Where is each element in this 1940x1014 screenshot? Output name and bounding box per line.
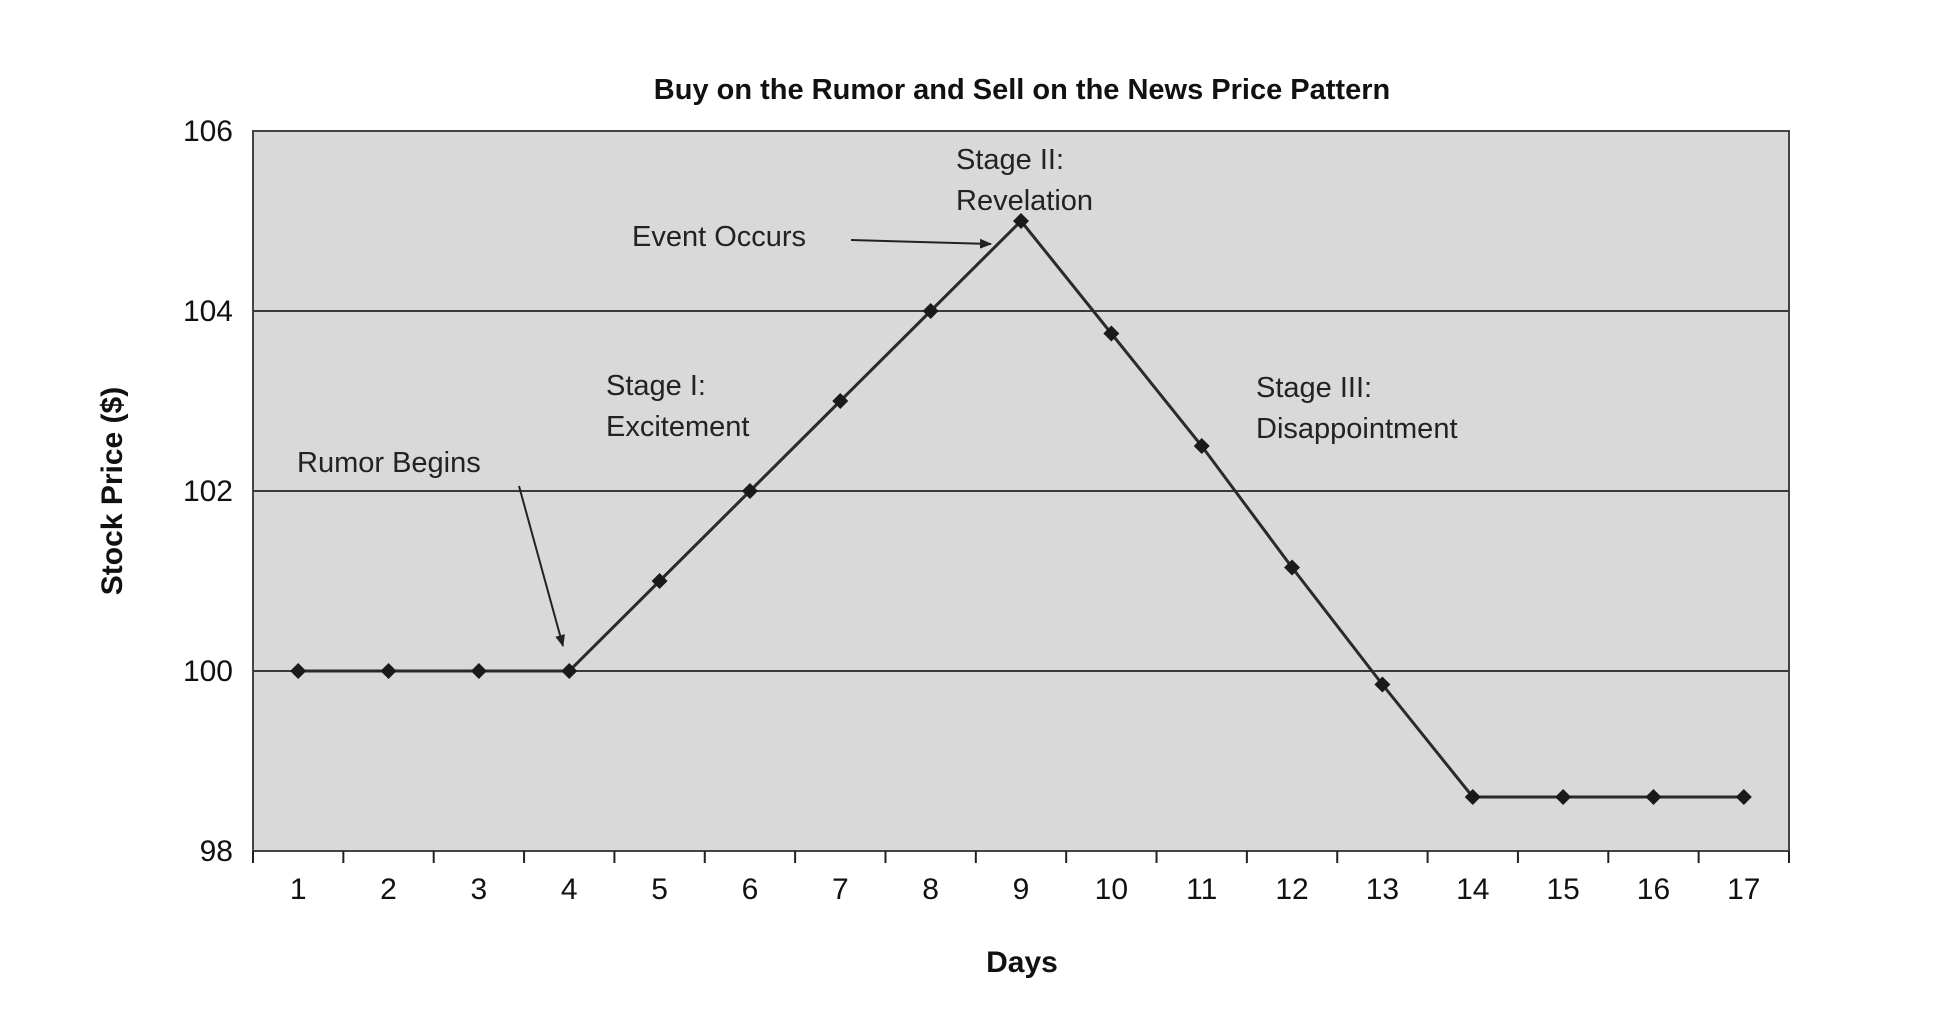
annotation-rumor: Rumor Begins <box>297 447 481 479</box>
y-tick-label: 98 <box>200 835 233 868</box>
data-point-day-2 <box>380 663 397 679</box>
data-point-day-9 <box>1013 213 1029 229</box>
x-tick-label: 3 <box>471 873 488 906</box>
data-point-day-12 <box>1284 559 1301 576</box>
x-tick-label: 4 <box>561 873 578 906</box>
annotation-stage3: Stage III: Disappointment <box>1256 372 1458 445</box>
data-point-day-1 <box>290 663 307 679</box>
data-point-day-4 <box>561 663 578 679</box>
arrow-rumor-begins <box>518 485 565 647</box>
y-tick-label: 102 <box>183 475 233 508</box>
annotation-stage1: Stage I: Excitement <box>606 370 749 443</box>
x-axis-title: Days <box>986 946 1058 979</box>
x-tick-label: 17 <box>1727 873 1760 906</box>
x-tick-label: 14 <box>1456 873 1489 906</box>
chart-title: Buy on the Rumor and Sell on the News Pr… <box>654 74 1390 106</box>
data-point-day-6 <box>741 483 758 499</box>
x-tick-label: 16 <box>1637 873 1670 906</box>
x-tick-label: 11 <box>1186 873 1217 906</box>
x-tick-label: 6 <box>742 873 759 906</box>
data-point-day-3 <box>470 663 487 679</box>
data-point-day-14 <box>1464 789 1481 805</box>
x-tick-label: 8 <box>922 873 939 906</box>
data-point-day-11 <box>1193 438 1210 454</box>
x-tick-label: 2 <box>380 873 397 906</box>
annotation-event: Event Occurs <box>632 221 806 253</box>
y-tick-label: 100 <box>183 655 233 688</box>
y-axis-title: Stock Price ($) <box>96 387 129 595</box>
data-point-day-5 <box>651 573 668 589</box>
x-tick-label: 15 <box>1546 873 1579 906</box>
x-axis: 1 2 3 4 5 6 7 8 9 10 11 12 13 14 15 16 17 <box>252 851 1790 906</box>
data-point-day-10 <box>1103 325 1120 342</box>
data-point-day-8 <box>922 303 939 319</box>
annotation-stage2: Stage II: Revelation <box>956 144 1093 217</box>
x-tick-label: 13 <box>1366 873 1399 906</box>
x-tick-label: 9 <box>1013 873 1030 906</box>
annotations: Rumor Begins Stage I: Excitement Event Occu… <box>297 144 1458 647</box>
y-tick-label: 106 <box>183 115 233 148</box>
x-tick-label: 5 <box>651 873 668 906</box>
series-line <box>290 213 1752 805</box>
data-point-day-17 <box>1735 789 1752 805</box>
data-point-day-16 <box>1645 789 1662 805</box>
x-tick-label: 10 <box>1095 873 1128 906</box>
x-tick-label: 12 <box>1275 873 1308 906</box>
y-tick-label: 104 <box>183 295 233 328</box>
x-tick-label: 7 <box>832 873 849 906</box>
x-tick-label: 1 <box>290 873 307 906</box>
data-point-day-15 <box>1555 789 1572 805</box>
data-point-day-7 <box>832 393 849 409</box>
arrow-event-occurs <box>850 238 992 249</box>
data-point-day-13 <box>1374 676 1391 693</box>
y-axis: 98 100 102 104 106 <box>183 115 233 868</box>
